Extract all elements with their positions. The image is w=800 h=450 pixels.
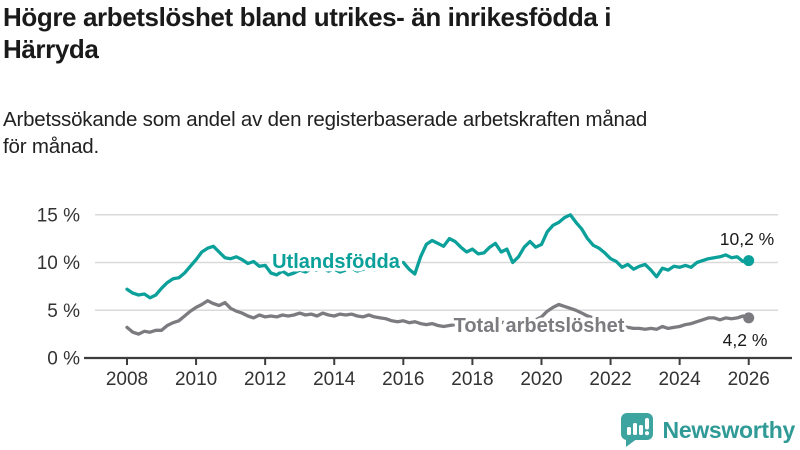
page-title-line-1: Högre arbetslöshet bland utrikes- än inr…	[3, 2, 612, 32]
x-tick-label: 2020	[520, 369, 562, 390]
x-tick-label: 2010	[175, 369, 217, 390]
utlandsf-dda-line	[125, 213, 751, 300]
logo-exclamation-bar	[644, 418, 649, 430]
x-tick-label: 2014	[313, 369, 356, 390]
x-tick-label: 2008	[106, 369, 148, 390]
x-tick-label: 2016	[382, 369, 424, 390]
unemployment-line-chart: 0 % 5 % 10 % 15 % 2008 2010 2012 2014 2016 2018 20…	[0, 190, 800, 395]
logo-bar-3	[638, 425, 643, 435]
utlandsf-dda-end-dot	[743, 255, 755, 267]
total-arbetsl-shet-line	[125, 299, 751, 336]
newsworthy-wordmark: Newsworthy	[662, 416, 796, 443]
y-tick-label: 5 %	[47, 301, 80, 322]
chart-subtitle-line-2: för månad.	[3, 135, 99, 158]
logo-bar-2	[632, 423, 637, 435]
utlandsf-dda-series-label: Utlandsfödda	[272, 251, 401, 273]
x-tick-label: 2018	[451, 369, 493, 390]
x-tick-label: 2022	[589, 369, 631, 390]
total-arbetsl-shet-end-value-label: 4,2 %	[723, 330, 768, 350]
y-tick-label: 10 %	[37, 253, 80, 274]
newsworthy-logo: Newsworthy	[618, 412, 795, 448]
x-tick-label: 2026	[728, 369, 770, 390]
logo-bubble-tail	[625, 436, 638, 447]
y-tick-label: 15 %	[37, 205, 80, 226]
newsworthy-logo-icon	[620, 413, 653, 447]
page-title: Högre arbetslöshet bland utrikes- än inr…	[3, 1, 611, 65]
logo-bar-1	[626, 427, 631, 435]
total-arbetsl-shet-series-label: Total arbetslöshet	[454, 315, 625, 337]
page-title-line-2: Härryda	[3, 34, 99, 64]
logo-exclamation-dot	[644, 431, 649, 436]
utlandsf-dda-end-value-label: 10,2 %	[720, 229, 774, 249]
total-arbetsl-shet-end-dot	[743, 312, 755, 324]
y-tick-label: 0 %	[47, 349, 80, 370]
chart-subtitle-line-1: Arbetssökande som andel av den registerb…	[3, 108, 648, 131]
x-tick-label: 2012	[244, 369, 286, 390]
line-chart-canvas: 0 % 5 % 10 % 15 % 2008 2010 2012 2014 2016 2018 20…	[37, 205, 792, 390]
x-tick-label: 2024	[658, 369, 701, 390]
chart-subtitle: Arbetssökande som andel av den registerb…	[3, 106, 647, 160]
